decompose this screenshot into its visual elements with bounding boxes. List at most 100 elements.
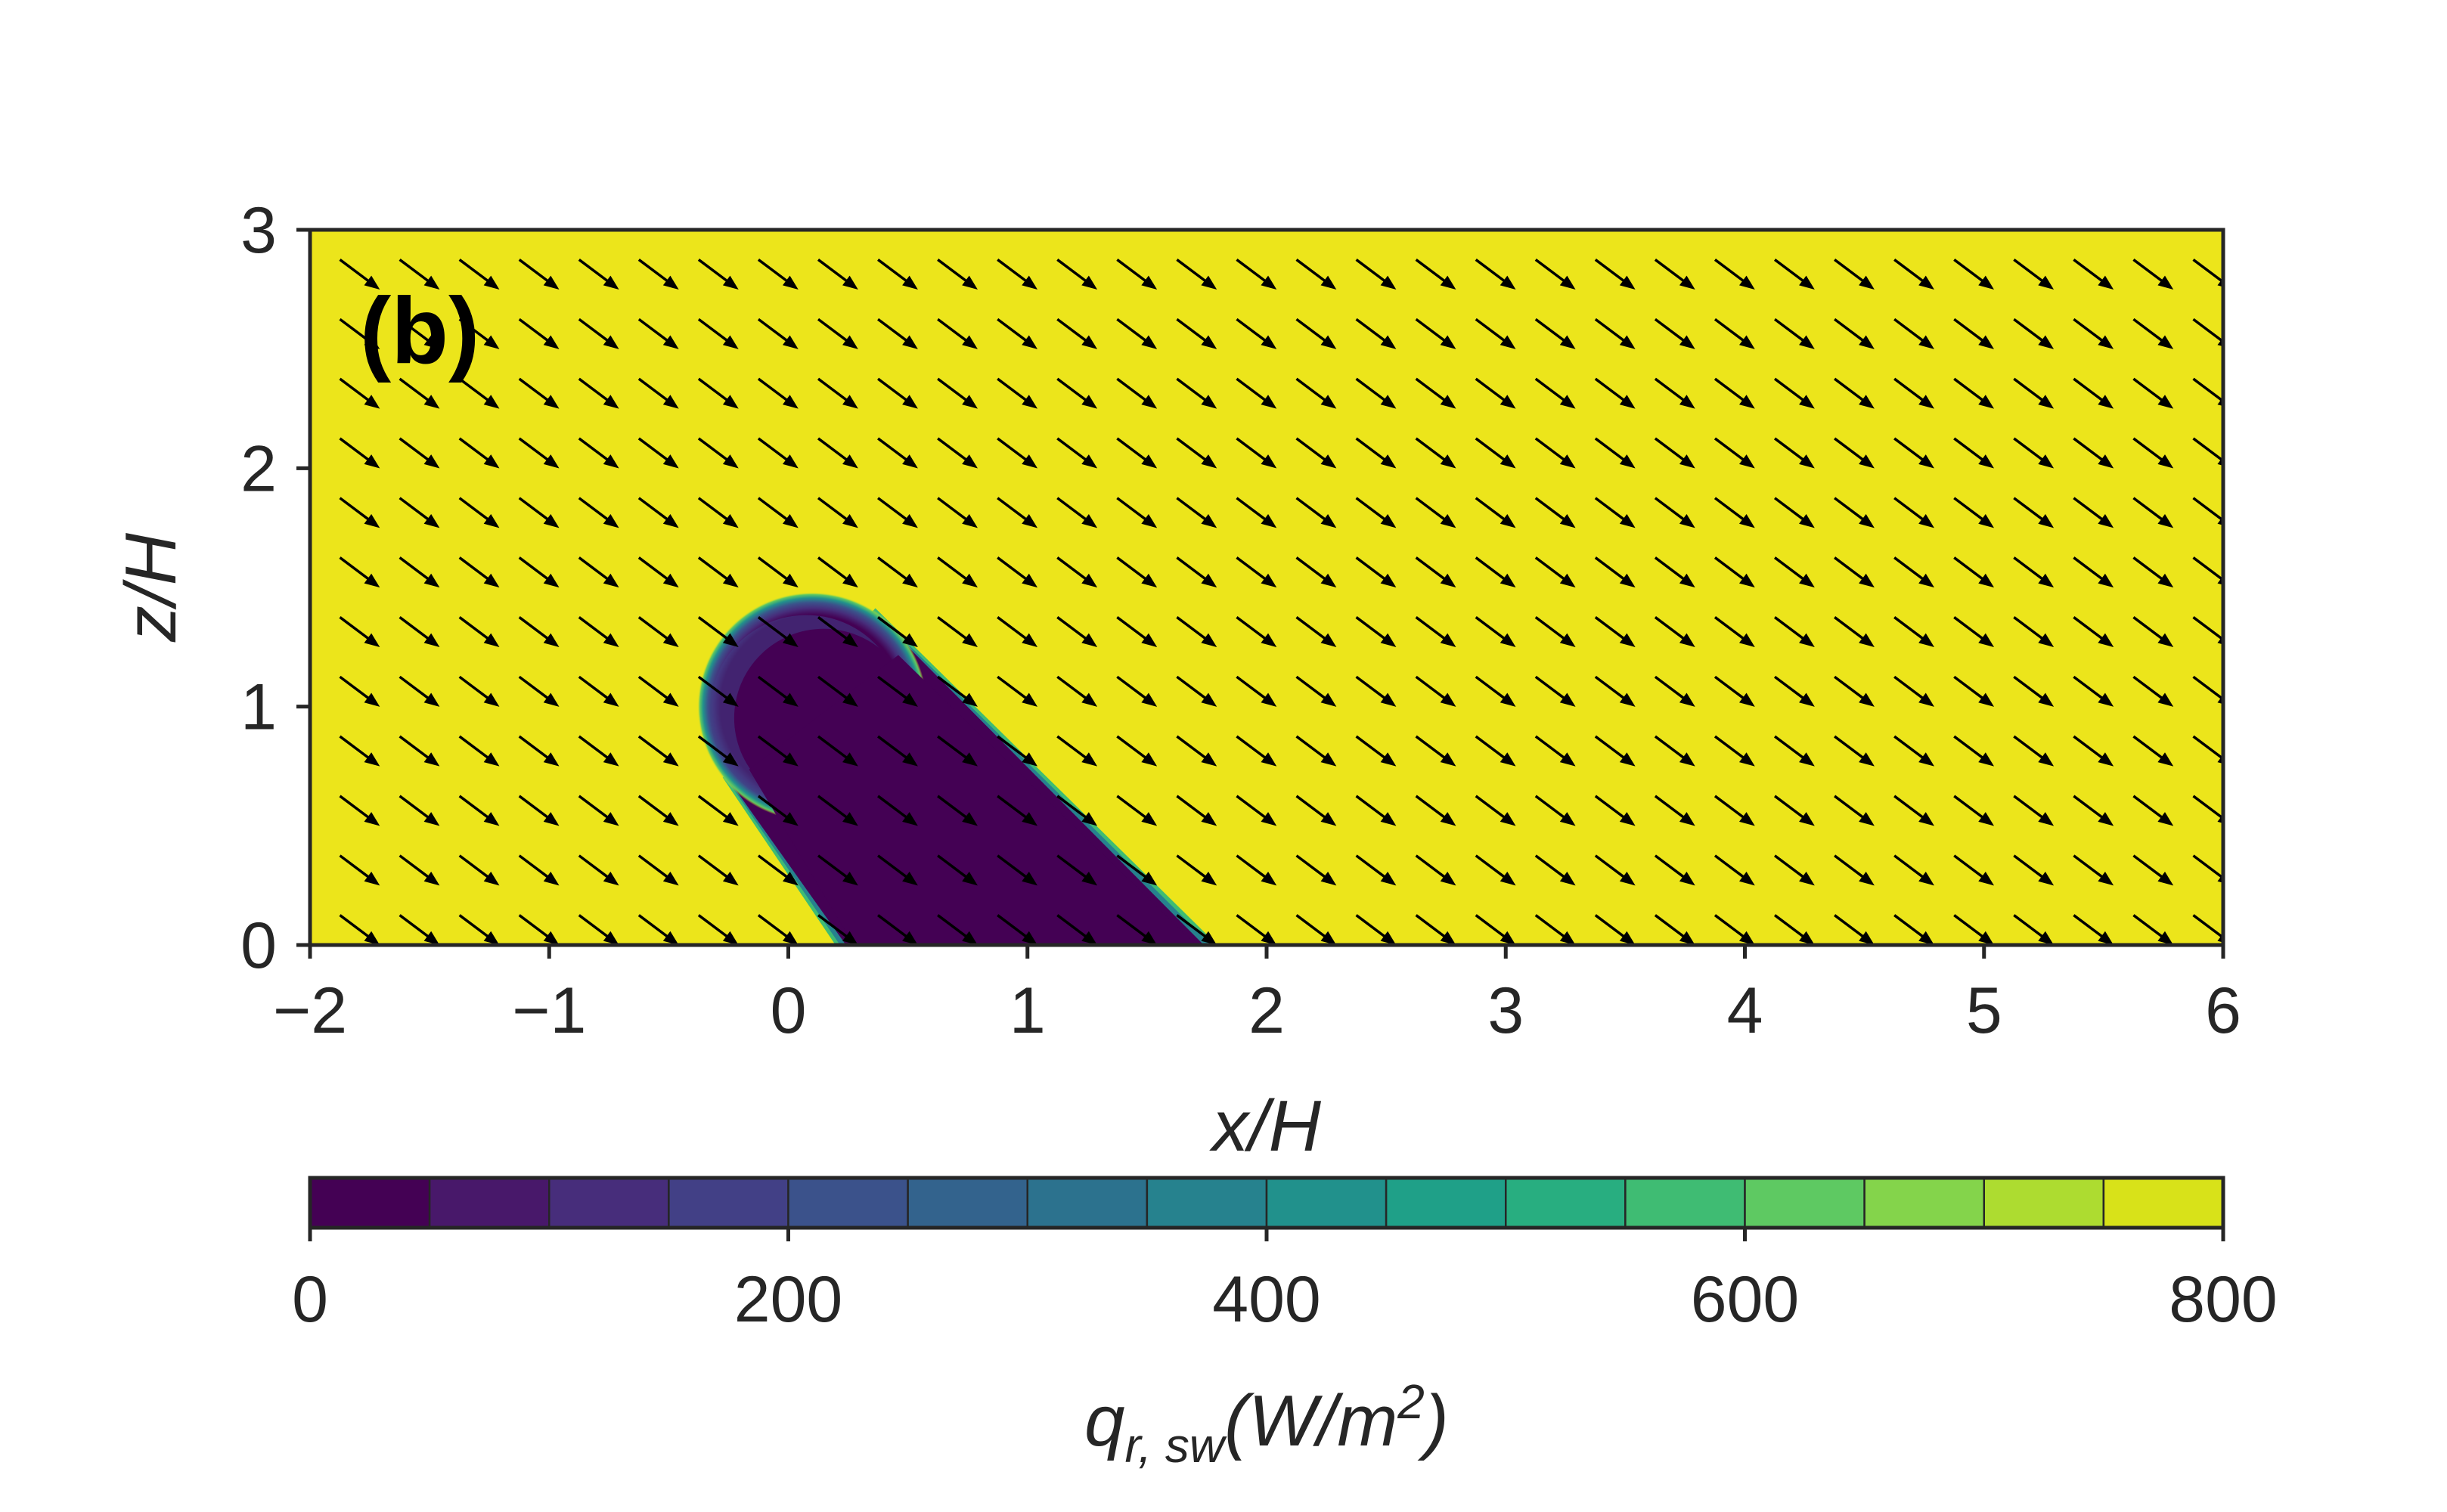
wind-arrow-head	[1619, 752, 1636, 767]
wind-arrow-shaft	[458, 854, 492, 881]
wind-arrow-shaft	[1176, 437, 1210, 463]
wind-arrow-shaft	[1415, 497, 1449, 523]
wind-arrow-shaft	[1714, 318, 1748, 344]
wind-arrow	[637, 795, 679, 826]
wind-arrow-head	[902, 454, 918, 469]
wind-arrow	[1415, 735, 1456, 767]
wind-arrow-shaft	[1834, 735, 1867, 761]
wind-arrow-shaft	[2132, 377, 2166, 404]
wind-arrow-head	[722, 871, 739, 886]
wind-arrow-shaft	[399, 259, 433, 285]
wind-arrow-head	[1081, 513, 1098, 528]
wind-arrow	[1834, 377, 1875, 409]
wind-arrow-shaft	[1773, 795, 1807, 821]
wind-arrow-shaft	[637, 616, 671, 643]
wind-arrow	[1295, 318, 1337, 349]
wind-arrow-shaft	[339, 377, 373, 404]
wind-arrow-shaft	[637, 735, 671, 761]
wind-arrow-shaft	[1953, 318, 1986, 344]
wind-arrow-shaft	[637, 795, 671, 821]
wind-arrow-head	[423, 752, 440, 767]
wind-arrow-head	[1619, 335, 1636, 349]
wind-arrow-head	[962, 633, 978, 648]
wind-arrow-shaft	[1594, 616, 1628, 643]
wind-arrow-head	[1320, 871, 1337, 886]
wind-arrow-shaft	[817, 675, 851, 702]
wind-arrow-head	[902, 513, 918, 528]
wind-arrow-shaft	[1773, 556, 1807, 583]
wind-arrow	[1475, 556, 1516, 588]
wind-arrow-shaft	[1236, 616, 1270, 643]
wind-arrow-shaft	[1654, 914, 1688, 940]
wind-arrow	[2013, 914, 2054, 945]
wind-arrow	[1594, 259, 1636, 290]
wind-arrow-shaft	[1834, 377, 1867, 404]
wind-arrow-shaft	[1714, 854, 1748, 881]
wind-arrow	[697, 497, 739, 528]
wind-arrow-shaft	[1773, 437, 1807, 463]
wind-arrow-shaft	[1295, 497, 1329, 523]
wind-arrow	[1355, 914, 1397, 945]
wind-arrow-shaft	[2192, 735, 2223, 761]
wind-arrow	[1176, 795, 1217, 826]
wind-arrow	[697, 318, 739, 349]
wind-arrow-shaft	[1893, 795, 1927, 821]
wind-arrow-shaft	[997, 556, 1030, 583]
wind-arrow-shaft	[997, 854, 1030, 881]
wind-arrow-head	[1320, 335, 1337, 349]
wind-arrow-shaft	[2073, 377, 2106, 404]
wind-arrow-head	[1619, 812, 1636, 826]
wind-arrow-head	[483, 752, 500, 767]
wind-arrow-head	[1440, 812, 1456, 826]
wind-arrow-head	[1380, 275, 1397, 290]
wind-arrow-head	[1799, 395, 1815, 409]
wind-arrow	[578, 259, 619, 290]
wind-arrow-shaft	[1176, 377, 1210, 404]
wind-arrow-head	[1261, 573, 1277, 588]
wind-arrow	[1056, 318, 1098, 349]
wind-arrow-head	[1380, 633, 1397, 648]
wind-arrow-shaft	[1236, 556, 1270, 583]
wind-arrow-shaft	[1834, 914, 1867, 940]
wind-arrow	[458, 259, 500, 290]
wind-arrow	[637, 854, 679, 886]
wind-arrow	[1056, 616, 1098, 648]
wind-arrow-shaft	[1415, 616, 1449, 643]
wind-arrow-shaft	[637, 497, 671, 523]
wind-arrow-head	[1738, 752, 1755, 767]
wind-arrow	[2073, 318, 2114, 349]
wind-arrow-head	[1022, 752, 1038, 767]
wind-arrow-shaft	[2192, 497, 2223, 522]
wind-arrow-head	[962, 692, 978, 707]
x-tick-label: 1	[1010, 974, 1046, 1047]
wind-arrow	[1773, 556, 1815, 588]
wind-arrow-shaft	[937, 616, 970, 643]
wind-arrow	[518, 556, 560, 588]
wind-arrow-head	[1022, 812, 1038, 826]
wind-arrow-shaft	[1654, 318, 1688, 344]
wind-arrow	[1116, 377, 1158, 409]
wind-arrow-shaft	[578, 854, 612, 881]
wind-arrow	[877, 377, 918, 409]
wind-arrow-head	[1320, 513, 1337, 528]
wind-arrow-head	[782, 931, 799, 945]
wind-arrow-head	[842, 692, 858, 707]
wind-arrow	[1475, 735, 1516, 767]
colorbar: 0 200 400 600 800 qr, sw(W/m2)	[292, 1176, 2278, 1473]
wind-arrow-shaft	[1056, 437, 1090, 463]
wind-arrow-head	[603, 752, 619, 767]
wind-arrow-head	[1679, 752, 1695, 767]
wind-arrow-head	[2098, 454, 2114, 469]
wind-arrow-shaft	[1295, 616, 1329, 643]
wind-arrow-head	[1679, 335, 1695, 349]
wind-arrow	[937, 854, 978, 886]
wind-arrow	[1714, 854, 1755, 886]
wind-arrow	[1355, 437, 1397, 469]
wind-arrow	[1834, 616, 1875, 648]
wind-arrow-head	[1559, 395, 1576, 409]
wind-arrow	[1415, 675, 1456, 707]
wind-arrow-shaft	[578, 735, 612, 761]
wind-arrow-shaft	[877, 854, 910, 881]
wind-arrow-head	[962, 931, 978, 945]
wind-arrow-head	[2157, 871, 2174, 886]
